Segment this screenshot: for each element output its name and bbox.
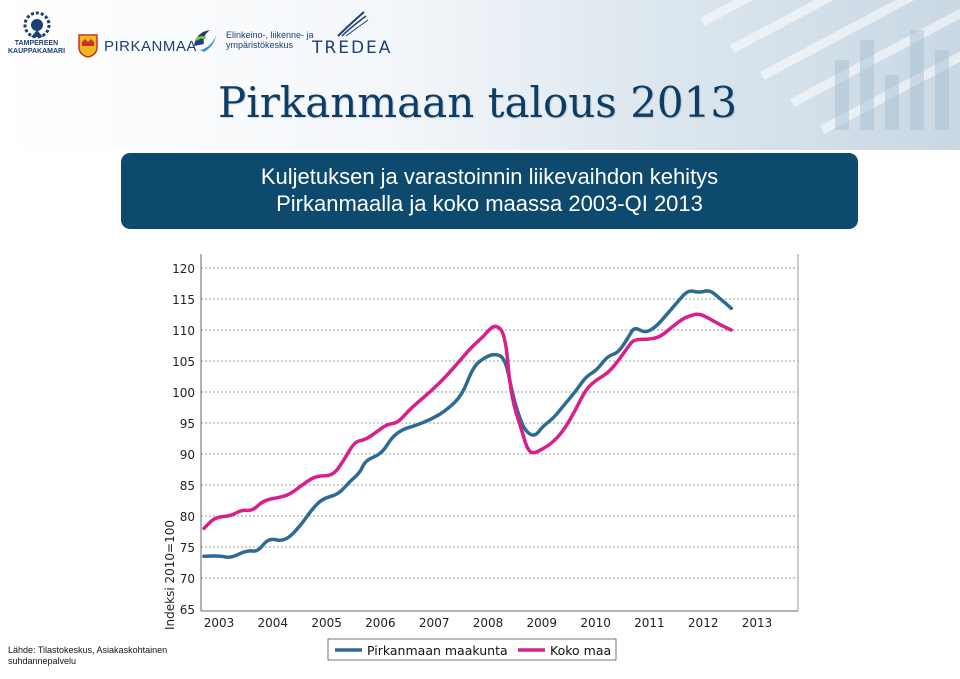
chamber-name-line1: TAMPEREEN <box>14 40 59 47</box>
y-tick-label: 85 <box>180 479 195 493</box>
ely-name-line2: ympäristökeskus <box>226 40 294 50</box>
decorative-bar-graphic <box>700 0 960 134</box>
x-tick-label: 2010 <box>580 616 611 630</box>
y-tick-label: 110 <box>172 324 195 338</box>
legend-box <box>327 638 617 661</box>
series-line-pirkanmaa <box>202 289 733 559</box>
y-tick-label: 70 <box>180 572 195 586</box>
y-tick-label: 80 <box>180 510 195 524</box>
chamber-name-line2: KAUPPAKAMARI <box>8 48 66 55</box>
y-tick-label: 115 <box>172 293 195 307</box>
x-tick-label: 2003 <box>204 616 235 630</box>
tredea-logo: TREDEA <box>312 8 392 58</box>
y-tick-label: 75 <box>180 541 195 555</box>
legend-label-pirkanmaa: Pirkanmaan maakunta <box>367 643 508 658</box>
x-tick-label: 2009 <box>527 616 558 630</box>
tredea-lines-icon <box>337 11 369 37</box>
source-line1: Lähde: Tilastokeskus, Asiakaskohtainen <box>8 645 168 655</box>
x-tick-label: 2005 <box>311 616 342 630</box>
source-line2: suhdannepalvelu <box>8 656 77 666</box>
chart-title-line2: Pirkanmaalla ja koko maassa 2003-QI 2013 <box>276 191 703 216</box>
ely-swirl-icon <box>194 30 216 52</box>
x-tick-label: 2007 <box>419 616 450 630</box>
y-tick-label: 120 <box>172 262 195 276</box>
pirkanmaa-logo: PIRKANMAA <box>78 34 197 58</box>
pirkanmaa-logo-text: PIRKANMAA <box>104 37 197 55</box>
y-tick-label: 100 <box>172 386 195 400</box>
pirkanmaa-shield-icon <box>78 34 98 58</box>
header-banner: TAMPEREEN KAUPPAKAMARI PIRKANMAA Elinkei… <box>0 0 960 150</box>
chart-title-box: Kuljetuksen ja varastoinnin liikevaihdon… <box>121 153 858 229</box>
x-tick-label: 2008 <box>473 616 504 630</box>
x-tick-label: 2011 <box>634 616 665 630</box>
x-tick-label: 2013 <box>742 616 773 630</box>
x-tick-label: 2004 <box>258 616 289 630</box>
y-axis-label: Indeksi 2010=100 <box>163 520 177 630</box>
y-tick-label: 65 <box>180 603 195 617</box>
ely-logo: Elinkeino-, liikenne- ja ympäristökeskus <box>190 26 314 54</box>
chamber-logo: TAMPEREEN KAUPPAKAMARI <box>8 10 65 56</box>
chamber-emblem-icon <box>23 11 51 39</box>
source-note: Lähde: Tilastokeskus, Asiakaskohtainen s… <box>8 645 167 667</box>
series-line-koko-maa <box>202 312 733 531</box>
y-tick-label: 105 <box>172 355 195 369</box>
page-title: Pirkanmaan talous 2013 <box>218 78 738 127</box>
tredea-logo-text: TREDEA <box>312 38 393 58</box>
x-tick-label: 2012 <box>688 616 719 630</box>
x-tick-label: 2006 <box>365 616 396 630</box>
legend-label-koko-maa: Koko maa <box>550 643 611 658</box>
chart-title-line1: Kuljetuksen ja varastoinnin liikevaihdon… <box>260 164 719 189</box>
y-tick-label: 90 <box>180 448 195 462</box>
ely-name-line1: Elinkeino-, liikenne- ja <box>226 30 314 40</box>
y-tick-label: 95 <box>180 417 195 431</box>
